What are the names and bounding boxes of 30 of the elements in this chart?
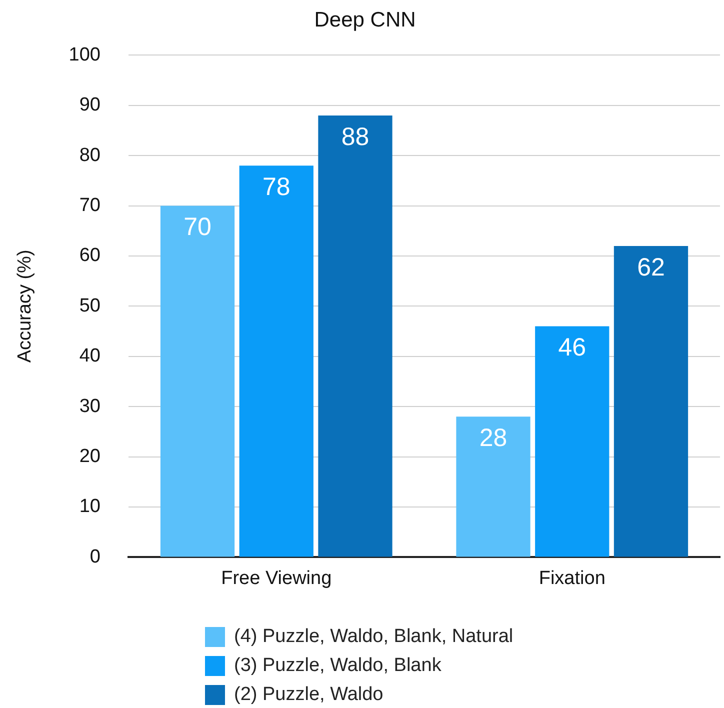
legend-label: (4) Puzzle, Waldo, Blank, Natural xyxy=(234,626,514,648)
y-tick-label: 50 xyxy=(79,295,100,316)
bar xyxy=(535,326,610,557)
y-tick-label: 80 xyxy=(79,144,100,166)
x-tick-label: Fixation xyxy=(538,568,606,589)
bar xyxy=(160,206,235,557)
x-tick-label: Free Viewing xyxy=(221,568,332,589)
bar xyxy=(318,115,392,557)
y-tick-label: 0 xyxy=(90,546,100,568)
y-tick-label: 60 xyxy=(79,245,100,266)
chart-title: Deep CNN xyxy=(314,8,416,32)
data-label: 46 xyxy=(558,334,586,362)
y-tick-label: 10 xyxy=(79,496,100,518)
data-label: 70 xyxy=(184,213,212,242)
bar xyxy=(614,246,688,557)
data-label: 78 xyxy=(262,173,290,202)
y-tick-label: 20 xyxy=(79,446,100,468)
y-tick-label: 100 xyxy=(68,44,100,66)
data-label: 28 xyxy=(479,424,508,452)
legend-label: (2) Puzzle, Waldo xyxy=(234,684,384,706)
data-label: 62 xyxy=(637,253,665,282)
y-tick-label: 40 xyxy=(79,346,100,367)
y-tick-label: 30 xyxy=(79,396,100,417)
bar xyxy=(239,166,314,557)
legend-label: (3) Puzzle, Waldo, Blank xyxy=(234,654,442,676)
y-axis-title: Accuracy (%) xyxy=(14,250,36,363)
data-label: 88 xyxy=(341,122,370,151)
y-tick-label: 90 xyxy=(79,94,100,116)
bar xyxy=(456,416,530,557)
y-tick-label: 70 xyxy=(79,195,100,216)
